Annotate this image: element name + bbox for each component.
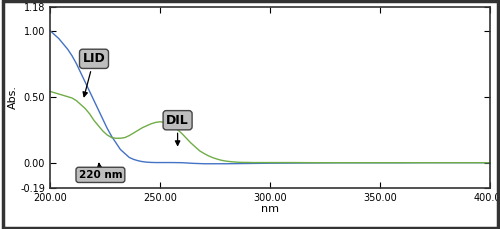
Text: DIL: DIL xyxy=(166,114,189,145)
Y-axis label: Abs.: Abs. xyxy=(8,85,18,109)
Text: 220 nm: 220 nm xyxy=(78,163,122,180)
X-axis label: nm: nm xyxy=(261,204,279,214)
Text: LID: LID xyxy=(82,52,106,97)
